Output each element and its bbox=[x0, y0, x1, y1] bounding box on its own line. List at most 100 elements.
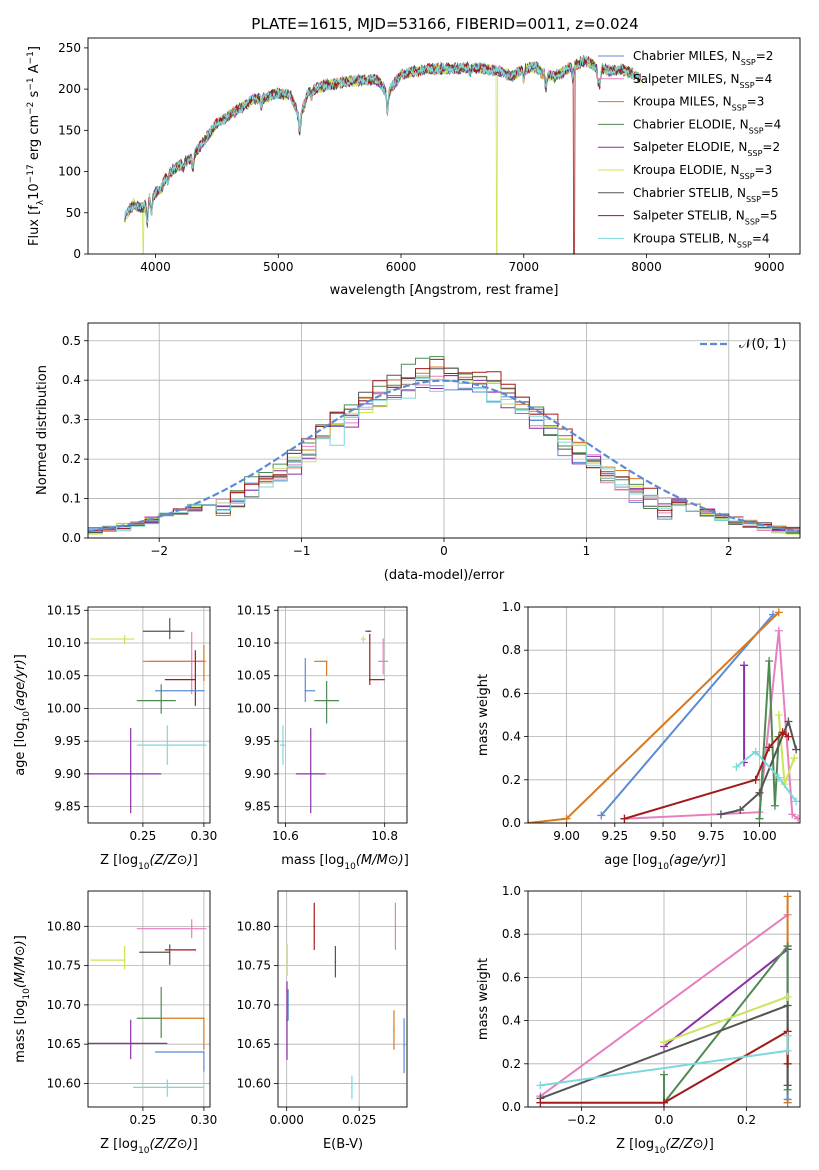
label-expression: (Z/Z⊙) bbox=[666, 1137, 709, 1152]
legend-subscript: SSP bbox=[740, 80, 755, 89]
legend-subscript: SSP bbox=[746, 194, 761, 203]
data-point bbox=[282, 744, 284, 746]
weight-marker bbox=[778, 728, 787, 737]
label-subscript: 10 bbox=[344, 862, 356, 872]
x-axis-label: Z [log10(Z/Z⊙)] bbox=[100, 853, 198, 872]
weight-line-kroupa_elodie bbox=[663, 995, 788, 1044]
legend-count: =3 bbox=[755, 163, 773, 177]
plot-area bbox=[536, 892, 792, 1107]
weight-marker bbox=[660, 1070, 668, 1079]
x-axis-label: wavelength [Angstrom, rest frame] bbox=[330, 283, 559, 298]
data-point bbox=[313, 925, 316, 928]
legend-count: =5 bbox=[760, 209, 778, 223]
label-subscript: 10 bbox=[654, 1146, 666, 1156]
weight-marker bbox=[790, 754, 799, 763]
data-point bbox=[325, 699, 328, 702]
x-tick-label: 4000 bbox=[140, 260, 171, 274]
weight-marker bbox=[794, 814, 800, 823]
x-tick-label: 9.75 bbox=[698, 829, 725, 843]
weight-marker bbox=[562, 814, 571, 823]
label-text: mass [log bbox=[13, 1000, 28, 1063]
data-point bbox=[362, 638, 365, 640]
weight-line-chabrier_miles bbox=[600, 613, 774, 817]
y-axis-label: Normed distribution bbox=[35, 365, 50, 495]
y-axis-label: age [log10(age/yr)] bbox=[13, 654, 32, 776]
data-point bbox=[190, 927, 193, 930]
y-tick-label: 1.0 bbox=[502, 600, 521, 614]
y-tick-label: 10.15 bbox=[237, 603, 271, 617]
x-axis-label: Z [log10(Z/Z⊙)] bbox=[100, 1137, 198, 1156]
label-text: ] bbox=[193, 1137, 198, 1152]
y-tick-label: 10.00 bbox=[237, 701, 271, 715]
x-tick-label: 0.000 bbox=[270, 1113, 304, 1127]
label-subscript: 10 bbox=[22, 711, 32, 723]
axes-frame bbox=[527, 606, 801, 824]
y-axis-label: mass [log10(M/M⊙)] bbox=[13, 935, 32, 1063]
y-tick-label: 10.60 bbox=[237, 1076, 271, 1090]
plot-area bbox=[286, 902, 405, 1100]
y-tick-label: 10.15 bbox=[47, 603, 81, 617]
weight-marker bbox=[765, 743, 774, 752]
weight-marker bbox=[783, 1001, 792, 1010]
legend-count: =5 bbox=[761, 186, 779, 200]
x-tick-label: 0.0 bbox=[654, 1113, 673, 1127]
weight-marker bbox=[716, 810, 725, 819]
data-point bbox=[286, 1019, 288, 1022]
data-point bbox=[382, 660, 384, 663]
weight-marker bbox=[783, 892, 792, 901]
legend-subscript: SSP bbox=[741, 58, 756, 67]
legend-label: Kroupa ELODIE, NSSP=3 bbox=[633, 163, 772, 181]
y-axis-label: mass weight bbox=[476, 674, 491, 756]
plot-area bbox=[124, 55, 641, 254]
label-text: age [log bbox=[604, 853, 657, 868]
x-axis-label: Z [log10(Z/Z⊙)] bbox=[616, 1137, 714, 1156]
y-tick-label: 0.3 bbox=[62, 413, 81, 427]
x-tick-label: 9000 bbox=[754, 260, 785, 274]
weight-marker bbox=[783, 942, 792, 951]
label-subscript: 10 bbox=[22, 988, 32, 1000]
y-tick-label: 250 bbox=[58, 41, 81, 55]
data-point bbox=[160, 699, 162, 702]
y-tick-label: 0.2 bbox=[62, 452, 81, 466]
label-text: ] bbox=[13, 935, 28, 940]
x-tick-label: −1 bbox=[293, 544, 311, 558]
label-text: age [log bbox=[13, 723, 28, 776]
y-tick-label: 200 bbox=[58, 82, 81, 96]
data-point bbox=[368, 678, 371, 681]
label-text: Z [log bbox=[100, 853, 138, 868]
x-tick-label: 0 bbox=[440, 544, 448, 558]
label-expression: (age/yr) bbox=[669, 853, 721, 868]
legend-subscript: SSP bbox=[745, 217, 760, 226]
legend-label: 𝒩(0, 1) bbox=[739, 337, 786, 352]
y-tick-label: 10.75 bbox=[237, 959, 271, 973]
weight-marker bbox=[732, 762, 741, 771]
legend-label: Kroupa STELIB, NSSP=4 bbox=[633, 231, 770, 249]
data-point bbox=[168, 630, 171, 633]
label-expression: (M/M⊙) bbox=[356, 853, 404, 868]
x-tick-label: 1 bbox=[583, 544, 591, 558]
label-expression: (age/yr) bbox=[13, 659, 28, 711]
y-tick-label: 0.4 bbox=[502, 1014, 521, 1028]
y-tick-label: 0.0 bbox=[502, 816, 521, 830]
x-tick-label: 6000 bbox=[386, 260, 417, 274]
data-point bbox=[203, 1051, 205, 1053]
y-tick-label: 150 bbox=[58, 123, 81, 137]
legend-label: Chabrier MILES, NSSP=2 bbox=[633, 49, 773, 67]
y-tick-label: 0.8 bbox=[502, 927, 521, 941]
y-tick-label: 0.4 bbox=[502, 730, 521, 744]
weight-marker bbox=[783, 1059, 792, 1068]
weight-marker bbox=[783, 1031, 792, 1040]
legend-subscript: SSP bbox=[749, 126, 764, 135]
grid bbox=[278, 607, 407, 823]
weight-marker bbox=[774, 773, 783, 782]
weight-marker bbox=[597, 811, 606, 820]
data-point bbox=[129, 773, 132, 775]
legend-count: =4 bbox=[764, 117, 782, 131]
y-tick-label: 10.10 bbox=[237, 636, 271, 650]
plot-area bbox=[279, 630, 389, 814]
data-point bbox=[304, 689, 307, 692]
x-tick-label: −0.2 bbox=[567, 1113, 596, 1127]
weight-marker bbox=[770, 801, 779, 810]
legend-label: Chabrier STELIB, NSSP=5 bbox=[633, 186, 779, 204]
